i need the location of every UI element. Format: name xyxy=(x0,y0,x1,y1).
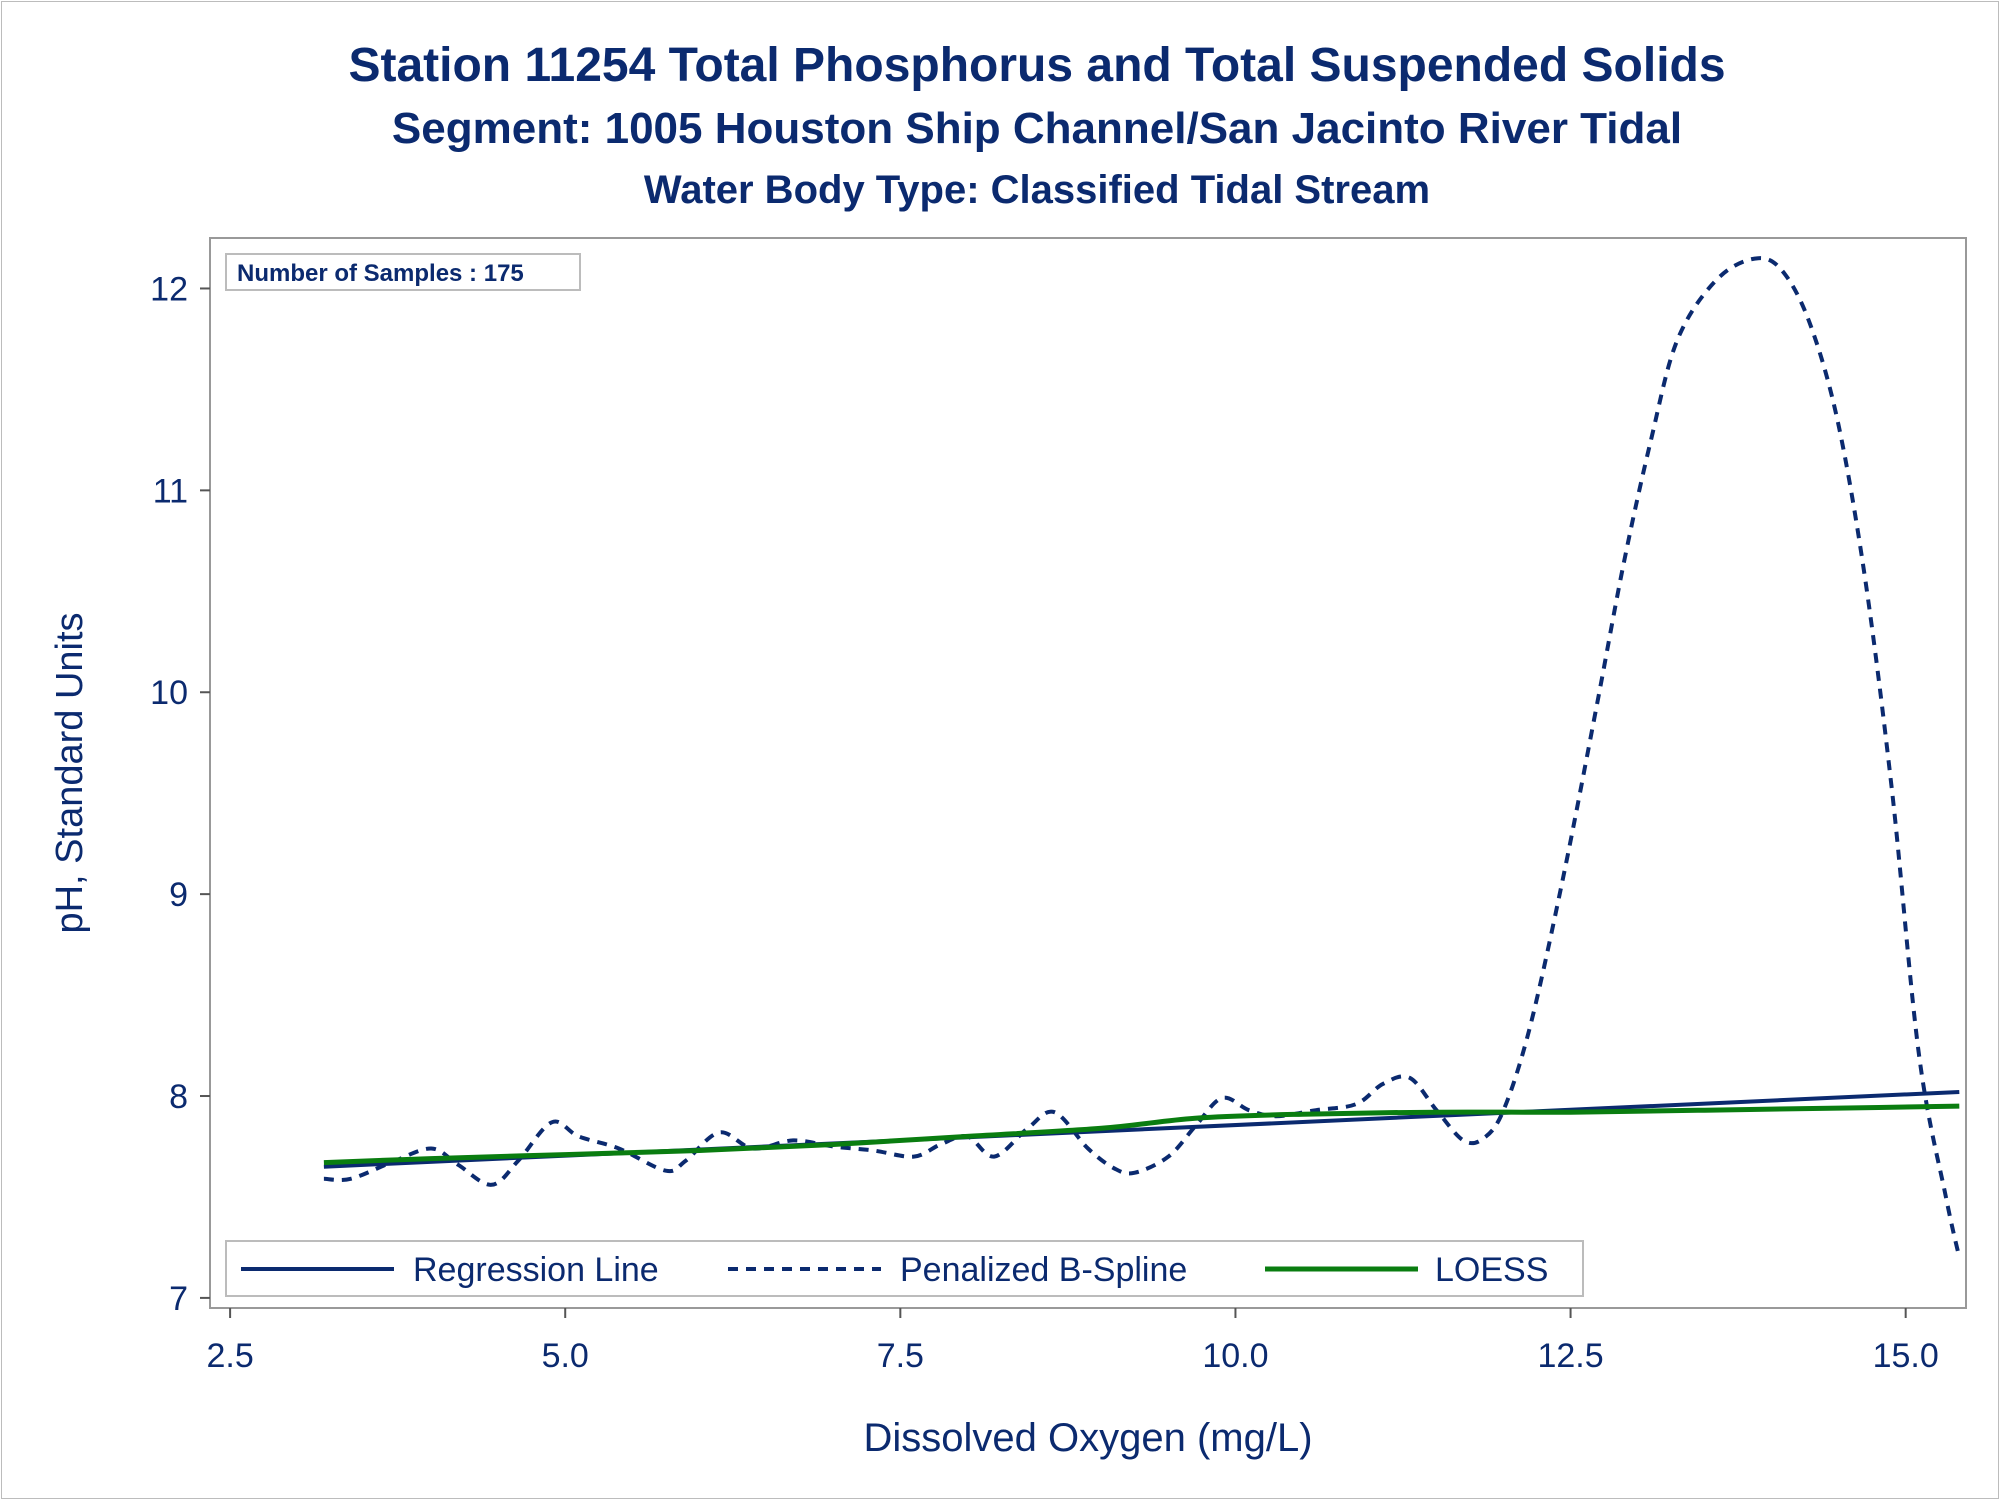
legend-label: Penalized B-Spline xyxy=(900,1251,1187,1289)
x-tick-label: 10.0 xyxy=(1202,1337,1268,1375)
series-layer xyxy=(323,256,1962,1258)
x-tick-label: 2.5 xyxy=(206,1337,253,1375)
y-tick-label: 9 xyxy=(169,876,188,914)
series-line-loess xyxy=(323,1103,1960,1166)
series-line-penalized-b-spline xyxy=(323,256,1962,1258)
chart-subtitle-segment: Segment: 1005 Houston Ship Channel/San J… xyxy=(391,104,1683,153)
x-axis: 2.5 5.0 7.5 10.0 12.5 15.0 xyxy=(206,1308,1939,1375)
y-tick-label: 11 xyxy=(153,472,188,510)
samples-inset: Number of Samples : 175 xyxy=(225,253,581,291)
legend-label: LOESS xyxy=(1435,1251,1548,1289)
y-axis-label: pH, Standard Units xyxy=(49,612,91,933)
samples-inset-box xyxy=(225,253,581,291)
x-tick-label: 5.0 xyxy=(542,1337,589,1375)
y-tick-label: 10 xyxy=(150,674,188,712)
x-tick-label: 12.5 xyxy=(1537,1337,1603,1375)
plot-area-frame xyxy=(209,237,1967,1309)
samples-inset-label: Number of Samples : 175 xyxy=(237,260,524,287)
legend-label: Regression Line xyxy=(413,1251,659,1289)
x-tick-label: 7.5 xyxy=(877,1337,924,1375)
legend: Regression Line Penalized B-Spline LOESS xyxy=(225,1240,1584,1297)
y-tick-label: 8 xyxy=(169,1078,188,1116)
chart-subtitle-water-body: Water Body Type: Classified Tidal Stream xyxy=(643,168,1431,212)
x-tick-label: 15.0 xyxy=(1873,1337,1939,1375)
chart-title: Station 11254 Total Phosphorus and Total… xyxy=(348,39,1726,92)
y-axis: 7 8 9 10 11 12 xyxy=(150,270,210,1318)
x-axis-label: Dissolved Oxygen (mg/L) xyxy=(863,1416,1312,1460)
y-tick-label: 12 xyxy=(150,270,188,308)
y-tick-label: 7 xyxy=(169,1280,188,1318)
